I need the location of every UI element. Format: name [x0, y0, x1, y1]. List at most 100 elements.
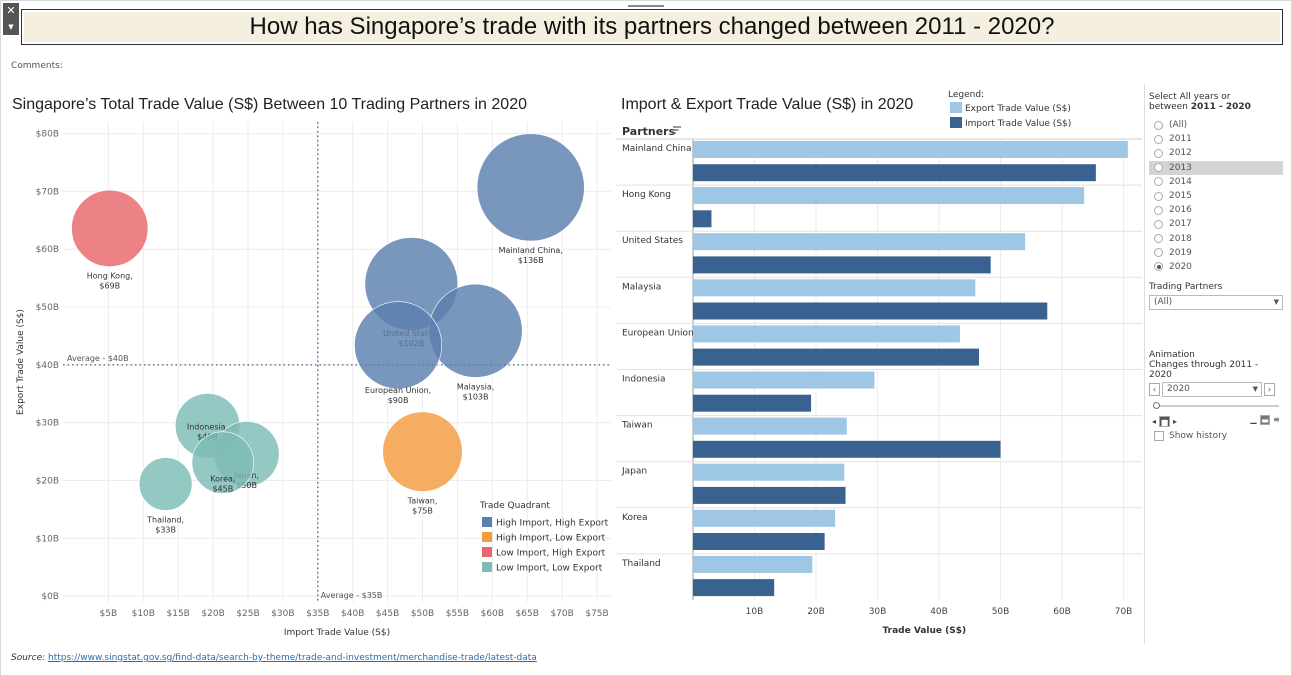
- year-option[interactable]: 2014: [1149, 175, 1283, 189]
- year-option-label: 2012: [1169, 148, 1192, 159]
- bubble-thailand: [138, 457, 193, 511]
- animation-slider[interactable]: [1149, 400, 1283, 412]
- year-filter-label-2: between 2011 - 2020: [1149, 102, 1283, 112]
- bar-export: [693, 463, 845, 481]
- year-radio-list: (All) 2011 2012 2013 2014 2015 2016 2017 2018 201…: [1149, 118, 1283, 274]
- bubble-value-label: $45B: [212, 485, 233, 494]
- speed-controls: ▁ ▬ ≡: [1249, 415, 1281, 426]
- x-tick-label: $25B: [236, 609, 259, 619]
- year-option-label: 2018: [1169, 233, 1192, 244]
- bubble-taiwan: [382, 411, 463, 492]
- radio-button[interactable]: [1154, 262, 1163, 272]
- radio-button[interactable]: [1154, 163, 1163, 173]
- radio-button[interactable]: [1154, 205, 1163, 215]
- chevron-down-icon: ▼: [1273, 298, 1279, 307]
- step-forward-icon[interactable]: ▸: [1170, 415, 1180, 427]
- year-option[interactable]: 2013: [1149, 160, 1283, 175]
- speed-slow-icon[interactable]: ▁: [1249, 415, 1258, 426]
- year-option[interactable]: 2018: [1149, 232, 1283, 246]
- avg-import-label: Average - $35B: [321, 591, 383, 600]
- bubble-label: European Union,: [365, 386, 431, 395]
- x-tick-label: $65B: [516, 609, 539, 619]
- legend-entry: High Import, High Export: [496, 519, 609, 529]
- year-option-label: 2019: [1169, 247, 1192, 258]
- year-option[interactable]: (All): [1149, 118, 1283, 132]
- trading-partners-dropdown[interactable]: (All) ▼: [1149, 295, 1283, 311]
- legend-swatch: [482, 532, 492, 542]
- bubble-label: Thailand,: [146, 515, 184, 524]
- radio-button[interactable]: [1154, 120, 1163, 130]
- bar-import: [693, 579, 775, 597]
- prev-year-button[interactable]: ‹: [1149, 383, 1160, 397]
- step-back-icon[interactable]: ◂: [1149, 415, 1159, 427]
- speed-medium-icon[interactable]: ▬: [1260, 415, 1270, 426]
- next-year-button[interactable]: ›: [1264, 383, 1275, 397]
- bubble-value-label: $33B: [155, 525, 176, 534]
- x-tick-label: $55B: [446, 609, 469, 619]
- radio-button[interactable]: [1154, 191, 1163, 201]
- radio-button[interactable]: [1154, 219, 1163, 229]
- bubble-value-label: $75B: [412, 506, 433, 515]
- radio-button[interactable]: [1154, 248, 1163, 258]
- source-label: Source:: [11, 653, 46, 663]
- slider-thumb[interactable]: [1153, 402, 1160, 410]
- bubble-value-label: $103B: [463, 392, 489, 401]
- caret-down-icon[interactable]: ▼: [8, 23, 14, 31]
- stop-icon[interactable]: ■: [1159, 415, 1170, 427]
- category-label: Japan: [621, 467, 647, 477]
- year-filter-label-1: Select All years or: [1149, 92, 1231, 102]
- year-option[interactable]: 2016: [1149, 203, 1283, 217]
- radio-button[interactable]: [1154, 177, 1163, 187]
- avg-export-label: Average - $40B: [67, 354, 129, 363]
- partners-header: Partners: [622, 125, 676, 138]
- bar-legend-entry: Import Trade Value (S$): [965, 119, 1071, 129]
- bar-export: [693, 233, 1026, 251]
- category-label: United States: [622, 236, 683, 246]
- bar-chart: Legend: Export Trade Value (S$) Import Tra…: [616, 90, 1142, 636]
- radio-button[interactable]: [1154, 134, 1163, 144]
- y-tick-label: $60B: [36, 245, 59, 255]
- bar-import: [693, 533, 825, 550]
- animation-year-dropdown[interactable]: 2020 ▼: [1162, 382, 1262, 398]
- show-history-label: Show history: [1169, 431, 1228, 442]
- trading-partners-label: Trading Partners: [1149, 282, 1223, 293]
- year-option[interactable]: 2012: [1149, 146, 1283, 160]
- radio-button[interactable]: [1154, 234, 1163, 244]
- category-label: Mainland China: [622, 144, 692, 154]
- chevron-down-icon: ▼: [1252, 385, 1258, 394]
- legend-swatch: [482, 517, 492, 527]
- animation-controls: ‹ 2020 ▼ ›: [1149, 382, 1283, 398]
- year-option[interactable]: 2019: [1149, 246, 1283, 260]
- bar-export: [693, 509, 836, 527]
- y-tick-label: $20B: [36, 477, 59, 487]
- close-icon[interactable]: ✕: [6, 4, 16, 17]
- x-axis-label: Import Trade Value (S$): [284, 628, 390, 638]
- year-option-label: 2015: [1169, 191, 1192, 202]
- bubble-mainland-china: [476, 133, 585, 242]
- bubble-korea: [191, 431, 255, 494]
- show-history-row: Show history: [1149, 431, 1283, 442]
- bubble-value-label: $90B: [388, 396, 409, 405]
- bubble-value-label: $50B: [236, 481, 257, 490]
- x-tick-label: $15B: [167, 609, 190, 619]
- legend-entry: Low Import, Low Export: [496, 564, 603, 574]
- radio-button[interactable]: [1154, 148, 1163, 158]
- bubble-value-label: $69B: [99, 282, 120, 291]
- year-option[interactable]: 2011: [1149, 132, 1283, 146]
- year-option-label: 2011: [1169, 134, 1192, 145]
- category-label: Malaysia: [622, 282, 661, 292]
- trading-partners-value: (All): [1154, 297, 1173, 308]
- bar-export: [693, 325, 960, 343]
- show-history-checkbox[interactable]: [1154, 431, 1164, 442]
- bar-legend-swatch: [950, 117, 962, 128]
- year-option[interactable]: 2017: [1149, 217, 1283, 231]
- bar-import: [693, 440, 1001, 458]
- close-button[interactable]: ✕ ▼: [3, 3, 19, 35]
- year-option[interactable]: 2020: [1149, 260, 1283, 274]
- speed-fast-icon[interactable]: ≡: [1272, 415, 1281, 426]
- bar-chart-title: Import & Export Trade Value (S$) in 2020: [621, 96, 914, 113]
- year-filter-label-bold: 2011 - 2020: [1190, 102, 1251, 112]
- source-link[interactable]: https://www.singstat.gov.sg/find-data/se…: [48, 653, 537, 663]
- year-option[interactable]: 2015: [1149, 189, 1283, 203]
